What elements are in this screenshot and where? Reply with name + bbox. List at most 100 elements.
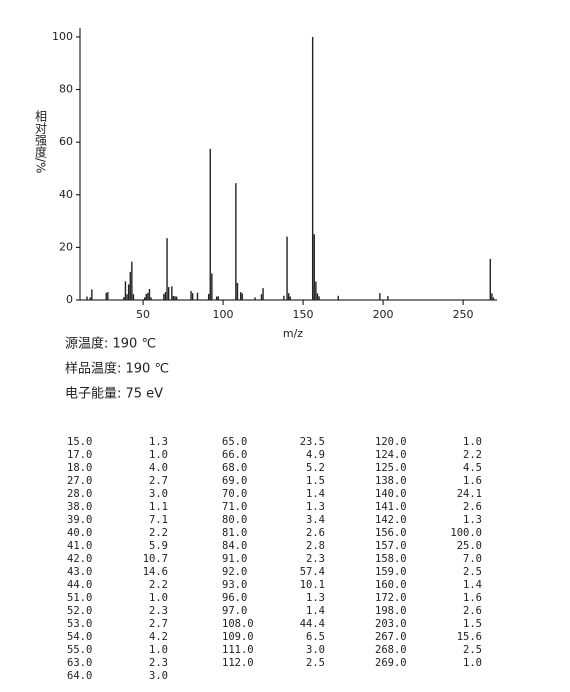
peak xyxy=(254,297,256,300)
peak xyxy=(260,294,263,300)
x-tick-label: 50 xyxy=(136,308,150,321)
intensity-cell: 1.6 xyxy=(463,475,482,487)
mz-cell: 92.0 xyxy=(222,566,247,578)
peak xyxy=(167,287,170,300)
intensity-cell: 2.3 xyxy=(306,553,325,565)
peak xyxy=(175,296,178,300)
mz-cell: 156.0 xyxy=(375,527,407,539)
mz-cell: 112.0 xyxy=(222,657,254,669)
intensity-cell: 1.5 xyxy=(463,618,482,630)
intensity-cell: 2.8 xyxy=(306,540,325,552)
intensity-cell: 1.0 xyxy=(149,644,168,656)
peak xyxy=(166,238,168,300)
mz-cell: 157.0 xyxy=(375,540,407,552)
peak xyxy=(209,149,211,300)
mz-cell: 55.0 xyxy=(67,644,92,656)
mz-cell: 18.0 xyxy=(67,462,92,474)
peak xyxy=(236,282,239,300)
intensity-cell: 10.7 xyxy=(143,553,168,565)
mz-cell: 66.0 xyxy=(222,449,247,461)
peak xyxy=(286,236,288,300)
intensity-cell: 1.3 xyxy=(306,501,325,513)
mz-cell: 27.0 xyxy=(67,475,92,487)
peak xyxy=(150,297,152,300)
x-tick-label: 250 xyxy=(453,308,474,321)
intensity-cell: 3.0 xyxy=(149,488,168,500)
mz-cell: 97.0 xyxy=(222,605,247,617)
intensity-cell: 5.2 xyxy=(306,462,325,474)
intensity-cell: 2.3 xyxy=(149,657,168,669)
peak xyxy=(207,293,210,300)
mz-cell: 138.0 xyxy=(375,475,407,487)
peak xyxy=(91,289,93,300)
intensity-cell: 2.7 xyxy=(149,618,168,630)
intensity-cell: 2.5 xyxy=(306,657,325,669)
peak xyxy=(86,296,88,300)
intensity-cell: 3.0 xyxy=(306,644,325,656)
intensity-cell: 1.4 xyxy=(306,605,325,617)
peak xyxy=(89,297,91,300)
peak xyxy=(174,296,176,300)
y-tick-label: 40 xyxy=(59,188,73,201)
peak xyxy=(283,295,285,300)
mz-cell: 120.0 xyxy=(375,436,407,448)
intensity-cell: 1.3 xyxy=(463,514,482,526)
peak xyxy=(289,296,291,300)
peak xyxy=(311,36,314,300)
mz-cell: 125.0 xyxy=(375,462,407,474)
mz-cell: 140.0 xyxy=(375,488,407,500)
mz-cell: 63.0 xyxy=(67,657,92,669)
peak xyxy=(124,281,127,300)
intensity-cell: 1.4 xyxy=(463,579,482,591)
peak xyxy=(215,296,218,300)
mz-cell: 80.0 xyxy=(222,514,247,526)
peak xyxy=(315,281,317,300)
intensity-cell: 7.0 xyxy=(463,553,482,565)
mz-cell: 142.0 xyxy=(375,514,407,526)
mz-cell: 268.0 xyxy=(375,644,407,656)
peak xyxy=(127,284,130,300)
y-tick-label: 80 xyxy=(59,83,73,96)
intensity-cell: 1.0 xyxy=(463,436,482,448)
mz-cell: 44.0 xyxy=(67,579,92,591)
intensity-cell: 4.0 xyxy=(149,462,168,474)
peak xyxy=(145,293,147,300)
intensity-cell: 4.2 xyxy=(149,631,168,643)
peak xyxy=(129,271,131,300)
peak xyxy=(491,293,493,300)
peak xyxy=(126,294,128,300)
mz-cell: 158.0 xyxy=(375,553,407,565)
mz-cell: 43.0 xyxy=(67,566,92,578)
peak xyxy=(123,297,125,300)
mz-cell: 52.0 xyxy=(67,605,92,617)
mz-cell: 96.0 xyxy=(222,592,247,604)
peak xyxy=(163,293,165,300)
mz-cell: 64.0 xyxy=(67,670,92,682)
intensity-cell: 3.0 xyxy=(149,670,168,682)
mz-cell: 41.0 xyxy=(67,540,92,552)
mz-cell: 108.0 xyxy=(222,618,254,630)
peak xyxy=(148,288,151,300)
mz-cell: 81.0 xyxy=(222,527,247,539)
x-axis-label: m/z xyxy=(283,327,303,340)
peak xyxy=(313,234,315,300)
y-tick-label: 60 xyxy=(59,135,73,148)
intensity-cell: 7.1 xyxy=(149,514,168,526)
intensity-cell: 25.0 xyxy=(457,540,482,552)
mz-cell: 111.0 xyxy=(222,644,254,656)
intensity-cell: 10.1 xyxy=(300,579,325,591)
y-tick-label: 100 xyxy=(52,30,73,43)
intensity-cell: 1.0 xyxy=(149,449,168,461)
peak xyxy=(489,258,491,300)
mz-cell: 141.0 xyxy=(375,501,407,513)
peak xyxy=(196,292,199,300)
mz-cell: 160.0 xyxy=(375,579,407,591)
mz-cell: 53.0 xyxy=(67,618,92,630)
y-tick-label: 0 xyxy=(66,293,73,306)
intensity-cell: 6.5 xyxy=(306,631,325,643)
peak xyxy=(147,292,149,300)
peak xyxy=(217,296,219,300)
intensity-cell: 1.6 xyxy=(463,592,482,604)
intensity-cell: 1.0 xyxy=(149,592,168,604)
